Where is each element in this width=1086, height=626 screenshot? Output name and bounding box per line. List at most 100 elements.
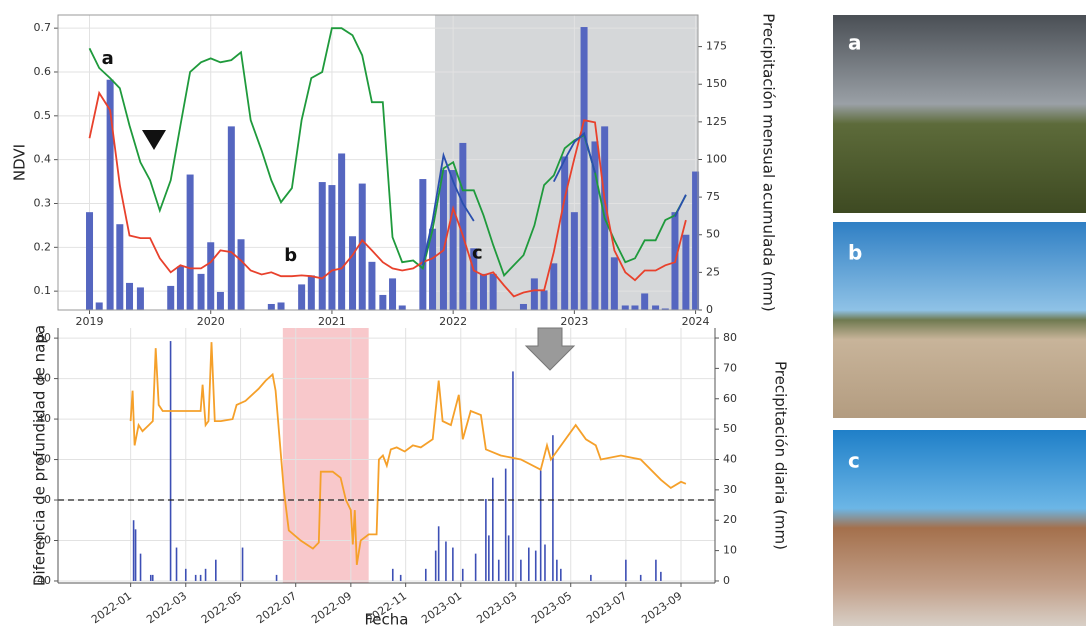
- bar: [197, 273, 205, 310]
- photo: [833, 15, 1086, 213]
- bar: [489, 273, 497, 310]
- bar: [591, 141, 599, 310]
- y-tick-label: 20: [37, 453, 51, 466]
- bar: [424, 568, 427, 581]
- charts: 0.10.20.30.40.50.60.70255075100125150175…: [11, 13, 790, 626]
- y2-tick-label: 70: [723, 361, 737, 374]
- bar: [149, 574, 152, 581]
- bar: [590, 574, 592, 581]
- x-tick-label: 2022-07: [254, 589, 299, 626]
- bar: [207, 242, 215, 310]
- y2-tick-label: 150: [706, 77, 727, 90]
- x-tick-label: 2021: [318, 315, 346, 328]
- bar: [126, 282, 134, 310]
- line: [129, 342, 687, 565]
- x-tick-label: 2022-01: [89, 589, 134, 626]
- bar: [652, 305, 660, 310]
- bar: [328, 185, 336, 310]
- y2-tick-label: 0: [723, 574, 730, 587]
- y-tick-label: 0.4: [34, 153, 52, 166]
- photo: [833, 430, 1086, 626]
- bar: [434, 550, 437, 581]
- bar: [550, 263, 558, 310]
- bar: [116, 224, 124, 310]
- annotation: c: [472, 242, 483, 263]
- photo: [833, 222, 1086, 418]
- bar: [474, 553, 477, 581]
- bar: [216, 291, 224, 310]
- y-tick-label: 0.2: [34, 240, 52, 253]
- plot-frame: [57, 14, 699, 311]
- y2-tick-label: 25: [706, 265, 720, 278]
- marker-triangle: [142, 130, 166, 150]
- bar: [556, 559, 558, 581]
- photo-label: a: [848, 31, 862, 55]
- y-tick-label: 0.1: [34, 284, 52, 297]
- x-tick-label: 2022-03: [144, 589, 189, 626]
- y2-tick-label: 80: [723, 331, 737, 344]
- bar: [167, 285, 175, 310]
- y2-tick-label: 20: [723, 513, 737, 526]
- bar: [338, 153, 346, 310]
- bar: [479, 273, 487, 310]
- bar: [639, 574, 642, 581]
- x-tick-label: 2024: [682, 315, 710, 328]
- bar: [134, 529, 137, 581]
- bar: [358, 183, 366, 310]
- bar: [186, 174, 194, 310]
- bar: [307, 275, 315, 310]
- bar: [449, 170, 457, 310]
- bar: [184, 568, 187, 581]
- bar: [267, 303, 275, 310]
- y2-tick-label: 175: [706, 40, 727, 53]
- line: [674, 194, 687, 218]
- x-tick-label: 2023-01: [419, 589, 464, 626]
- bar: [139, 553, 142, 581]
- bar: [194, 574, 197, 581]
- bar: [519, 303, 527, 310]
- bar: [151, 574, 154, 581]
- bar: [492, 477, 494, 581]
- y2-tick-label: 100: [706, 152, 727, 165]
- bar: [106, 79, 114, 310]
- bar: [298, 284, 306, 310]
- bar: [655, 559, 657, 581]
- bar: [544, 544, 546, 581]
- bar: [227, 126, 235, 310]
- x-tick-label: 2023: [560, 315, 588, 328]
- annotation: a: [102, 48, 114, 69]
- y-tick-label: 40: [37, 412, 51, 425]
- y2-tick-label: 75: [706, 190, 720, 203]
- bar: [419, 179, 427, 310]
- bar: [389, 278, 397, 310]
- bar: [169, 341, 172, 581]
- bar: [570, 212, 578, 310]
- bar: [241, 547, 244, 581]
- y-tick-label: 0.5: [34, 109, 52, 122]
- bar: [199, 574, 202, 581]
- y-axis-label: Diferencia de profundidad de napa: [31, 325, 49, 586]
- bar: [237, 239, 245, 310]
- bar: [437, 526, 440, 581]
- x-tick-label: 2020: [197, 315, 225, 328]
- y2-tick-label: 50: [706, 228, 720, 241]
- y-tick-label: 0.6: [34, 65, 52, 78]
- y-tick-label: 0.3: [34, 196, 52, 209]
- x-tick-label: 2023-09: [639, 589, 684, 626]
- y2-tick-label: 40: [723, 452, 737, 465]
- bar: [95, 302, 103, 310]
- y2-tick-label: 10: [723, 544, 737, 557]
- bar: [520, 559, 522, 581]
- bar: [470, 248, 478, 310]
- bar: [534, 550, 537, 581]
- bar: [215, 559, 217, 581]
- bar: [318, 182, 326, 310]
- bar: [610, 257, 618, 310]
- annotation: b: [284, 245, 297, 266]
- y2-tick-label: 0: [706, 303, 713, 316]
- y-tick-label: -20: [33, 534, 51, 547]
- y-tick-label: -40: [33, 574, 51, 587]
- photo-label: b: [848, 241, 862, 265]
- x-tick-label: 2023-03: [474, 589, 519, 626]
- x-tick-label: 2023-07: [584, 589, 629, 626]
